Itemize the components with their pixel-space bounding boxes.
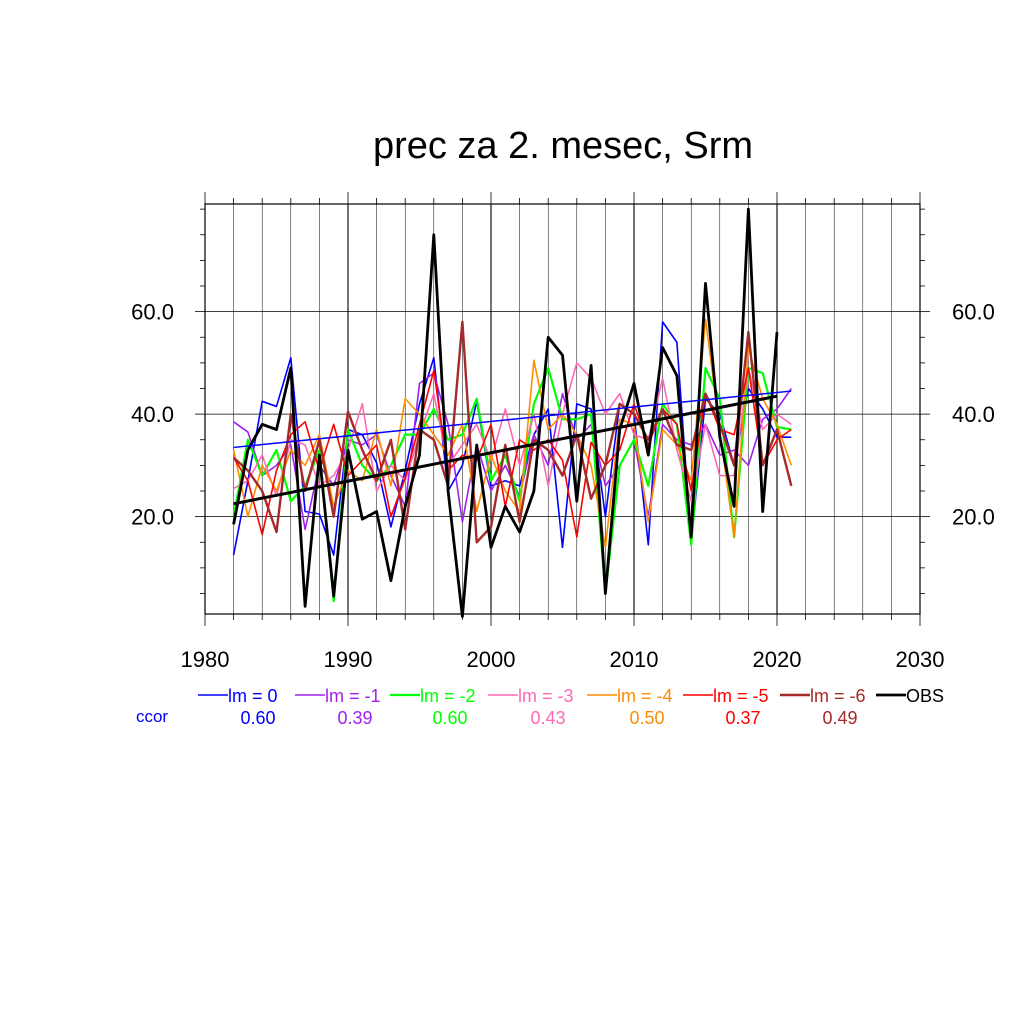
legend-ccor-value: 0.50 (629, 708, 664, 728)
legend-entry: lm = -2 (420, 686, 476, 706)
x-tick-label: 2000 (467, 647, 516, 672)
legend-entry: lm = -5 (713, 686, 769, 706)
trend-lines (233, 390, 792, 506)
x-tick-label: 2030 (896, 647, 945, 672)
x-tick-label: 2020 (753, 647, 802, 672)
axis-ticks (195, 192, 930, 626)
legend-ccor-value: 0.49 (822, 708, 857, 728)
plot-frame (204, 203, 921, 615)
legend-entry: lm = -1 (325, 686, 381, 706)
series-line-5 (232, 367, 792, 538)
legend-ccor-value: 0.39 (337, 708, 372, 728)
y-tick-label-right: 20.0 (952, 505, 995, 530)
legend-entry: lm = 0 (228, 686, 278, 706)
legend-entry: lm = -6 (810, 686, 866, 706)
x-tick-label: 2010 (610, 647, 659, 672)
x-tick-label: 1980 (181, 647, 230, 672)
plot-series (232, 207, 793, 618)
legend-entry: lm = -3 (518, 686, 574, 706)
series-line-7 (232, 207, 779, 618)
legend-ccor-value: 0.43 (530, 708, 565, 728)
tick-labels: 1980 1990 2000 2010 2020 2030 20.0 20.0 40.0 40.0… (131, 300, 995, 672)
x-tick-label: 1990 (324, 647, 373, 672)
legend-ccor-value: 0.60 (432, 708, 467, 728)
chart-title: prec za 2. mesec, Srm (373, 125, 753, 167)
legend-entry: lm = -4 (617, 686, 673, 706)
legend-entry: OBS (906, 686, 944, 706)
legend-ccor-value: 0.60 (240, 708, 275, 728)
y-tick-label-left: 60.0 (131, 300, 174, 325)
trend-line-0 (233, 390, 792, 449)
y-tick-label-left: 20.0 (131, 505, 174, 530)
ccor-label: ccor (136, 707, 168, 726)
y-tick-label-left: 40.0 (131, 402, 174, 427)
legend-ccor-value: 0.37 (725, 708, 760, 728)
grid-lines (205, 204, 920, 614)
trend-line-7 (233, 394, 778, 506)
y-tick-label-right: 60.0 (952, 300, 995, 325)
y-tick-label-right: 40.0 (952, 402, 995, 427)
